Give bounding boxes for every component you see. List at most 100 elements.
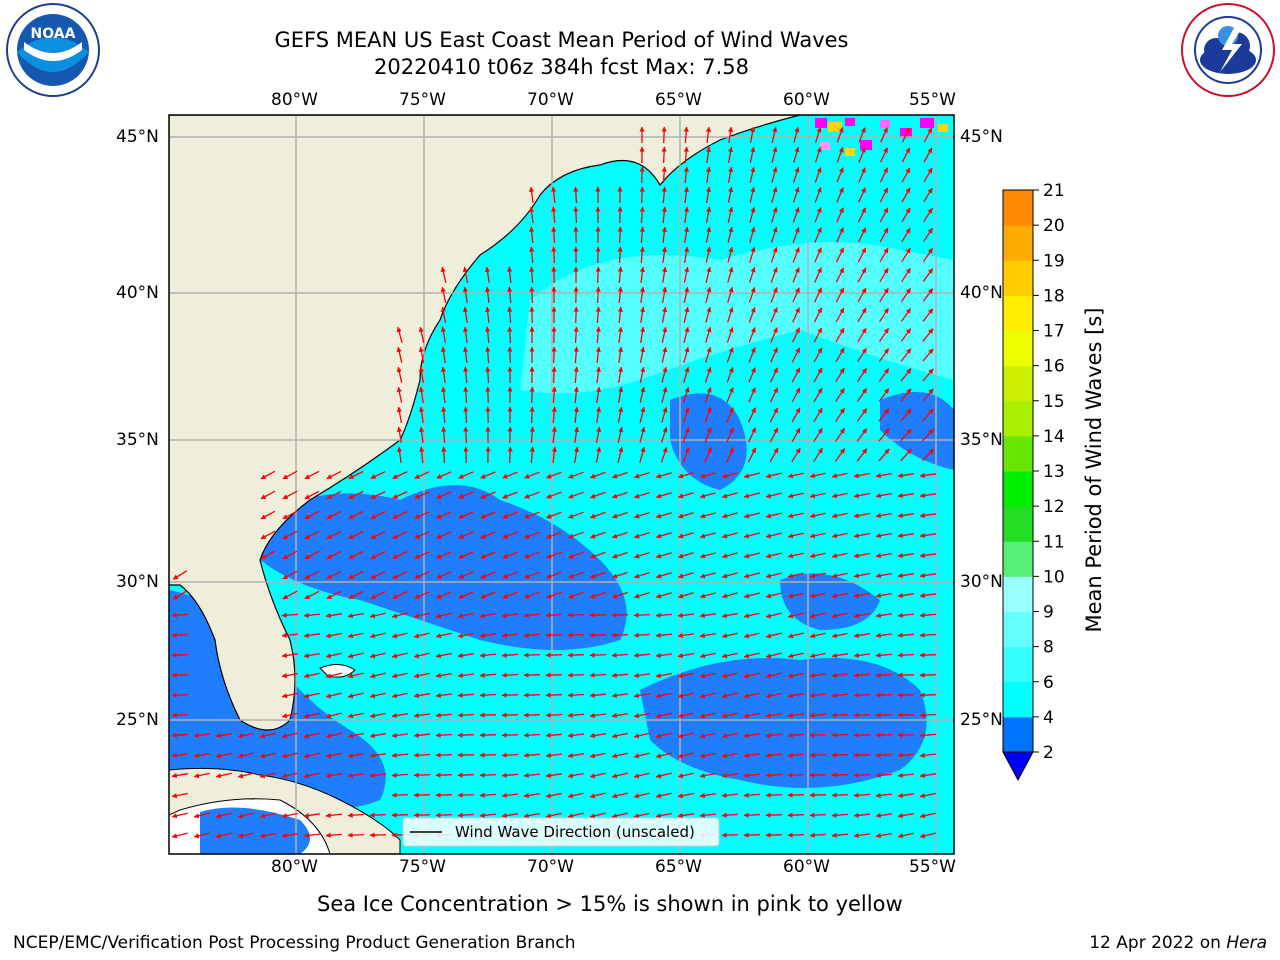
direction-arrow-icon	[171, 672, 189, 678]
direction-arrow-icon	[875, 512, 893, 519]
direction-arrow-icon	[721, 572, 738, 579]
direction-arrow-icon	[765, 712, 783, 719]
colorbar-tick-label: 4	[1043, 708, 1054, 728]
direction-arrow-icon	[633, 511, 650, 519]
direction-arrow-icon	[501, 612, 518, 619]
direction-arrow-icon	[897, 812, 915, 819]
direction-arrow-icon	[699, 492, 716, 499]
direction-arrow-icon	[551, 206, 557, 224]
direction-arrow-icon	[633, 812, 650, 819]
direction-arrow-icon	[502, 491, 518, 499]
direction-arrow-icon	[347, 652, 364, 659]
direction-arrow-icon	[699, 552, 716, 559]
lon-tick-top: 65°W	[655, 90, 702, 110]
direction-arrow-icon	[611, 612, 629, 618]
colorbar-cell	[1003, 400, 1033, 437]
direction-arrow-icon	[853, 612, 871, 619]
direction-arrow-icon	[348, 530, 364, 540]
direction-arrow-icon	[617, 346, 624, 363]
direction-arrow-icon	[831, 772, 849, 778]
direction-arrow-icon	[259, 772, 276, 779]
direction-arrow-icon	[546, 591, 562, 599]
direction-arrow-icon	[502, 591, 518, 599]
direction-arrow-icon	[568, 511, 584, 519]
direction-arrow-icon	[435, 812, 453, 818]
colorbar-cell	[1003, 646, 1033, 683]
direction-arrow-icon	[595, 446, 602, 463]
direction-arrow-icon	[480, 551, 496, 559]
direction-arrow-icon	[281, 612, 299, 618]
direction-arrow-icon	[633, 491, 650, 499]
direction-arrow-icon	[791, 427, 801, 443]
direction-arrow-icon	[875, 812, 892, 819]
direction-arrow-icon	[897, 832, 914, 839]
direction-arrow-icon	[879, 207, 889, 223]
direction-arrow-icon	[704, 407, 712, 423]
direction-arrow-icon	[677, 572, 694, 579]
direction-arrow-icon	[529, 426, 535, 444]
low-period-region-7	[200, 807, 310, 854]
direction-arrow-icon	[551, 386, 557, 404]
direction-arrow-icon	[875, 652, 893, 658]
direction-arrow-icon	[792, 287, 800, 303]
direction-arrow-icon	[792, 247, 800, 263]
direction-arrow-icon	[727, 126, 734, 143]
direction-arrow-icon	[748, 327, 756, 343]
direction-arrow-icon	[523, 772, 540, 778]
direction-arrow-icon	[546, 571, 562, 579]
direction-arrow-icon	[853, 552, 871, 559]
direction-arrow-icon	[611, 491, 628, 499]
direction-arrow-icon	[457, 732, 475, 738]
direction-arrow-icon	[529, 446, 535, 464]
direction-arrow-icon	[765, 472, 782, 479]
direction-arrow-icon	[347, 732, 364, 739]
direction-arrow-icon	[677, 672, 694, 679]
direction-arrow-icon	[502, 551, 518, 559]
direction-arrow-icon	[705, 166, 712, 183]
direction-arrow-icon	[413, 812, 431, 818]
direction-arrow-icon	[743, 752, 760, 759]
direction-arrow-icon	[875, 572, 893, 579]
direction-arrow-icon	[727, 146, 734, 164]
direction-arrow-icon	[391, 632, 408, 639]
colorbar-cell	[1003, 716, 1033, 753]
direction-arrow-icon	[370, 491, 386, 499]
direction-arrow-icon	[281, 632, 299, 638]
direction-arrow-icon	[633, 712, 650, 719]
direction-arrow-icon	[611, 712, 629, 719]
direction-arrow-icon	[661, 286, 668, 304]
direction-arrow-icon	[501, 632, 518, 638]
direction-arrow-icon	[413, 712, 430, 718]
direction-arrow-icon	[611, 551, 628, 559]
direction-arrow-icon	[507, 326, 513, 344]
direction-arrow-icon	[617, 426, 624, 443]
direction-arrow-icon	[727, 246, 734, 263]
direction-arrow-icon	[809, 632, 826, 639]
direction-arrow-icon	[856, 428, 868, 442]
direction-arrow-icon	[462, 266, 469, 284]
direction-arrow-icon	[661, 326, 668, 343]
direction-arrow-icon	[480, 531, 496, 539]
direction-arrow-icon	[853, 532, 871, 539]
direction-arrow-icon	[171, 772, 189, 779]
direction-arrow-icon	[699, 812, 716, 818]
direction-arrow-icon	[897, 492, 915, 499]
direction-arrow-icon	[831, 692, 849, 698]
direction-arrow-icon	[809, 592, 826, 599]
direction-arrow-icon	[919, 772, 936, 779]
direction-arrow-icon	[655, 572, 672, 579]
direction-arrow-icon	[683, 246, 690, 264]
direction-arrow-icon	[435, 752, 453, 758]
direction-arrow-icon	[436, 471, 452, 479]
direction-arrow-icon	[303, 832, 320, 838]
direction-arrow-icon	[573, 306, 579, 324]
direction-arrow-icon	[857, 207, 867, 223]
direction-arrow-icon	[721, 592, 738, 599]
direction-arrow-icon	[677, 632, 694, 639]
direction-arrow-icon	[809, 612, 826, 619]
direction-arrow-icon	[436, 531, 452, 539]
direction-arrow-icon	[457, 692, 475, 698]
direction-arrow-icon	[480, 491, 496, 499]
direction-arrow-icon	[922, 368, 934, 382]
lon-tick-bottom: 65°W	[655, 857, 702, 877]
